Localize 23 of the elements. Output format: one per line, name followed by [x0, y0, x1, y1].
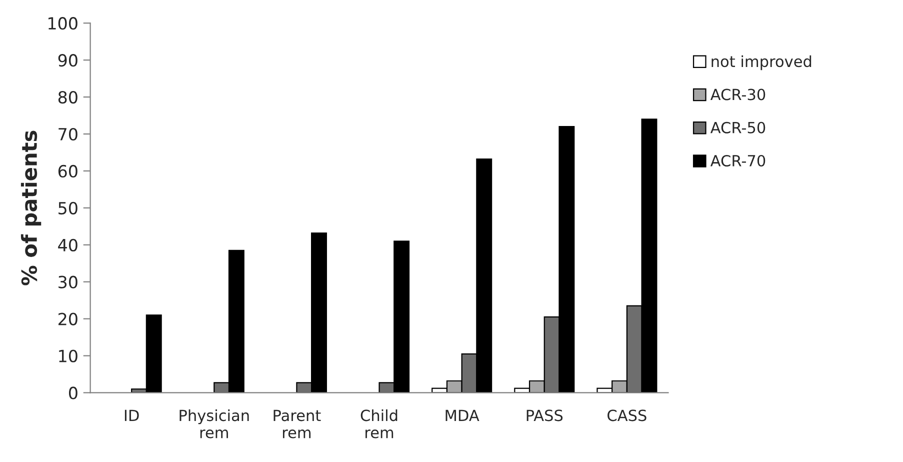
x-tick-label: Physician rem — [180, 409, 249, 438]
y-tick-label: 30 — [58, 276, 78, 288]
legend-label: ACR-50 — [710, 122, 766, 134]
legend-label: ACR-30 — [710, 88, 766, 100]
x-tick-label: PASS — [526, 410, 563, 422]
y-tick-label: 50 — [58, 202, 78, 214]
y-tick-label: 40 — [58, 238, 78, 252]
x-tick-label: Child rem — [360, 409, 398, 438]
y-tick-label: 100 — [48, 17, 78, 30]
y-tick-label: 10 — [59, 350, 78, 362]
x-tick-label: Parent rem — [274, 410, 321, 438]
y-tick-label: 70 — [58, 128, 78, 141]
y-axis-title: % of patients — [20, 130, 42, 286]
y-tick-label: 80 — [58, 90, 78, 104]
y-tick-label: 90 — [58, 54, 78, 67]
x-tick-label: MDA — [446, 410, 480, 421]
legend-label: ACR-70 — [710, 154, 766, 167]
y-tick-label: 0 — [68, 386, 78, 400]
legend-label: not improved — [712, 55, 812, 70]
x-tick-label: ID — [124, 410, 139, 421]
y-tick-label: 60 — [58, 164, 78, 178]
y-tick-label: 20 — [58, 312, 78, 326]
x-tick-label: CASS — [608, 410, 646, 422]
